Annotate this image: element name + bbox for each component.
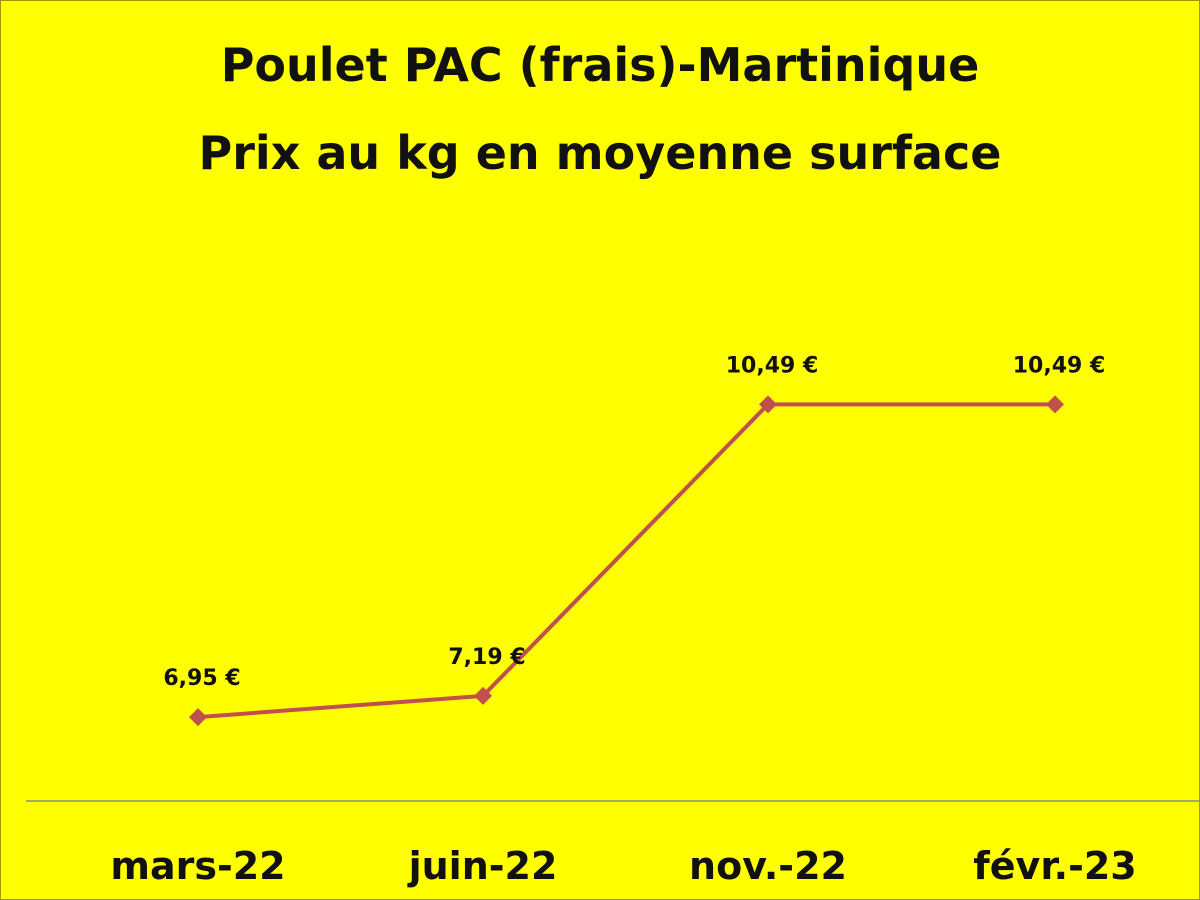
data-point-marker bbox=[474, 686, 492, 705]
data-label: 10,49 € bbox=[1013, 353, 1106, 378]
chart-title: Poulet PAC (frais)-Martinique bbox=[220, 38, 980, 92]
series-line bbox=[197, 402, 1055, 720]
data-label: 10,49 € bbox=[726, 353, 819, 378]
data-point-marker bbox=[1046, 395, 1064, 414]
data-label: 7,19 € bbox=[448, 645, 525, 670]
x-tick-label: févr.-23 bbox=[973, 844, 1137, 888]
data-point-marker bbox=[759, 395, 777, 414]
data-label: 6,95 € bbox=[163, 666, 240, 691]
chart-subtitle: Prix au kg en moyenne surface bbox=[198, 126, 1002, 180]
plot-layer: 6,95 € 7,19 € 10,49 € 10,49 € mars-22 juin-22… bbox=[110, 353, 1136, 888]
data-point-marker bbox=[189, 708, 207, 727]
x-tick-label: mars-22 bbox=[110, 844, 285, 888]
x-tick-label: juin-22 bbox=[407, 844, 558, 888]
x-tick-label: nov.-22 bbox=[689, 844, 847, 888]
